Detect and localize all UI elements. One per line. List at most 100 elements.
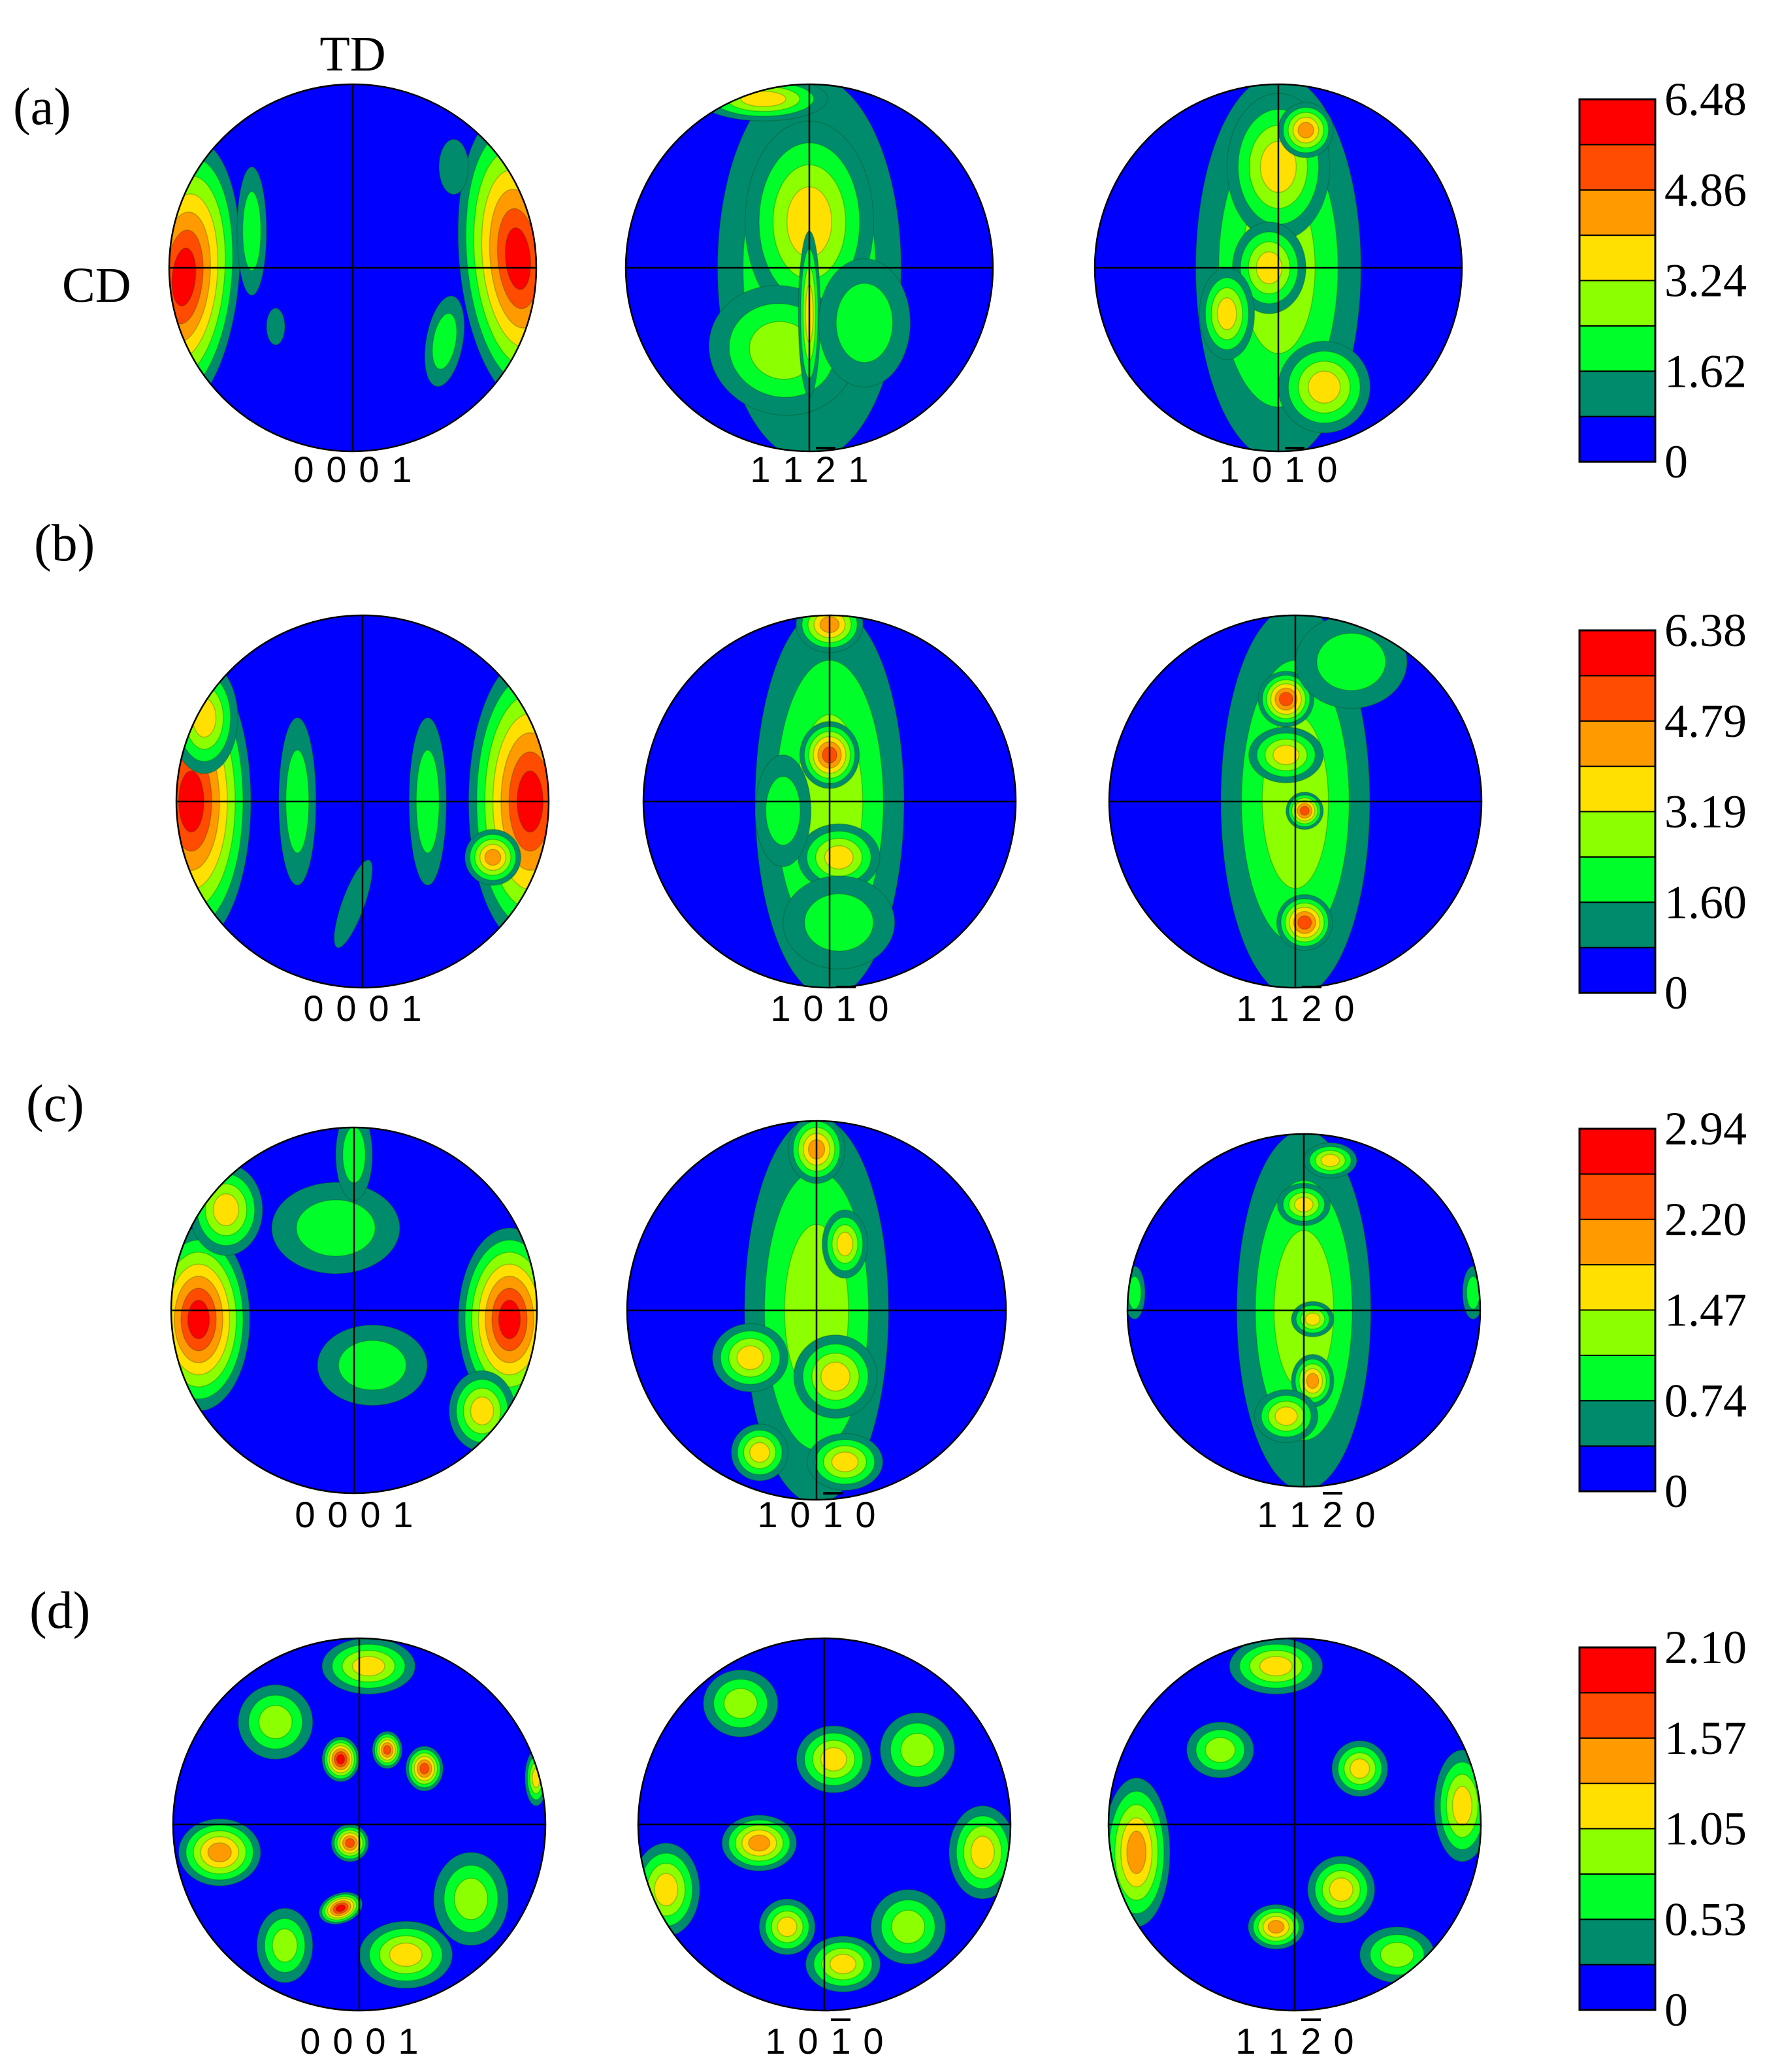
index-digit-l: 1	[401, 988, 421, 1029]
legend-swatch-6	[1579, 1173, 1656, 1220]
index-digit-k: 0	[327, 1494, 348, 1535]
figure-row-c: (c)0 0 0 1 1 0 1 0 1 1 2 02.942.201.470.740	[26, 1075, 1747, 1535]
legend-swatch-1	[1579, 901, 1656, 948]
pole-figure-outline	[624, 83, 994, 453]
pole-figure-contours	[178, 1638, 545, 1989]
pole-figure	[626, 1120, 1007, 1501]
contour-level-6	[419, 1762, 430, 1775]
index-digit-l: 0	[1355, 1494, 1375, 1535]
contour-level-7	[335, 1904, 346, 1913]
contour-level-4	[1274, 1406, 1298, 1426]
legend-tick-label: 0.74	[1664, 1374, 1747, 1427]
legend-swatch-7	[1579, 1128, 1656, 1175]
contour-level-4	[351, 1656, 385, 1677]
contour-level-7	[187, 1299, 210, 1340]
contour-level-2	[295, 1199, 376, 1257]
contour-level-6	[383, 1745, 392, 1755]
pole-figure-outline	[637, 1637, 1012, 2012]
contour-level-3	[1380, 1941, 1414, 1968]
contour-level-4	[654, 1873, 679, 1907]
contour-level-4	[1451, 1786, 1473, 1826]
index-digit-k: 0	[803, 988, 823, 1029]
contour-level-6	[1297, 915, 1312, 930]
legend-swatch-2	[1579, 325, 1656, 372]
legend-tick-label: 0	[1664, 436, 1688, 488]
legend-tick-label: 4.79	[1664, 695, 1747, 747]
index-digit-i: 2	[1301, 2020, 1321, 2062]
figure-row-d: (d)0 0 0 1 1 0 1 0 1 1 2 02.101.571.050.530	[29, 1582, 1747, 2062]
contour-level-4	[736, 1345, 764, 1370]
pole-figure-contours	[169, 112, 536, 415]
pole-figure-outline	[175, 614, 550, 989]
legend-swatch-5	[1579, 1218, 1656, 1266]
pole-figure	[1093, 83, 1463, 453]
contour-level-4	[1304, 1312, 1321, 1326]
pole-figure	[642, 614, 1017, 989]
legend-swatch-3	[1579, 280, 1656, 327]
legend-swatch-2	[1579, 856, 1656, 903]
legend-swatch-4	[1579, 235, 1656, 282]
index-digit-l: 1	[391, 449, 412, 490]
contour-level-1	[438, 138, 469, 195]
legend-tick-label: 0	[1664, 967, 1688, 1019]
index-digit-k: 0	[332, 2020, 353, 2062]
index-digit-h: 0	[303, 988, 323, 1029]
contour-level-5	[484, 849, 502, 866]
index-digit-l: 0	[868, 988, 888, 1029]
index-digit-i: 0	[360, 1494, 380, 1535]
cd-axis-label: CD	[62, 258, 131, 313]
contour-level-3	[723, 1688, 758, 1719]
contour-level-4	[389, 1942, 423, 1967]
legend-swatch-3	[1579, 1309, 1656, 1356]
legend-swatch-1	[1579, 1400, 1656, 1447]
contour-level-4	[1216, 297, 1237, 331]
legend-swatch-1	[1579, 1918, 1656, 1966]
pole-figure	[637, 1637, 1012, 2012]
legend-swatch-2	[1579, 1354, 1656, 1402]
pole-figure	[170, 1126, 538, 1495]
index-digit-i: 1	[835, 988, 856, 1029]
contour-level-4	[212, 1193, 240, 1227]
contour-level-4	[820, 1747, 847, 1772]
contour-level-5	[1126, 1830, 1147, 1875]
pole-figure-outline	[170, 1126, 538, 1495]
index-digit-h: 1	[1235, 2020, 1255, 2062]
legend-swatch-0	[1579, 1964, 1656, 2011]
index-digit-k: 1	[1268, 2020, 1288, 2062]
pole-figure	[1107, 1637, 1482, 2012]
contour-level-5	[1306, 1372, 1320, 1389]
contour-level-7	[504, 227, 531, 290]
legend-frame	[1578, 1646, 1657, 2011]
legend-swatch-1	[1579, 370, 1656, 417]
contour-level-4	[1350, 1758, 1370, 1779]
index-digit-i: 2	[1301, 988, 1321, 1029]
pole-figure-outline	[172, 1637, 547, 2012]
contour-level-3	[272, 1928, 298, 1963]
pole-figure-outline	[1108, 614, 1483, 989]
color-scale-legend: 2.10 1.57 1.05 0.53 0	[1578, 1621, 1747, 2036]
contour-level-2	[338, 1340, 407, 1391]
contour-level-2	[765, 775, 801, 846]
contour-level-3	[900, 1732, 935, 1768]
index-digit-k: 0	[1252, 449, 1272, 490]
index-digit-l: 1	[848, 449, 868, 490]
index-digit-l: 1	[393, 1494, 413, 1535]
index-digit-l: 0	[855, 1494, 875, 1535]
pole-figure-contours	[1195, 84, 1371, 451]
legend-swatch-3	[1579, 1828, 1656, 1875]
contour-level-4	[777, 1917, 798, 1937]
index-digit-i: 0	[368, 988, 389, 1029]
legend-frame	[1578, 629, 1657, 994]
legend-tick-label: 3.19	[1664, 786, 1747, 838]
contour-level-5	[207, 1842, 232, 1863]
contour-level-6	[1299, 805, 1310, 816]
legend-tick-label: 2.20	[1664, 1193, 1747, 1246]
legend-swatch-7	[1579, 630, 1656, 677]
figure-row-b: (b)0 0 0 1 1 0 1 0 1 1 2 06.384.793.191.600	[34, 515, 1747, 1029]
legend-swatch-5	[1579, 189, 1656, 236]
legend-swatch-2	[1579, 1873, 1656, 1920]
